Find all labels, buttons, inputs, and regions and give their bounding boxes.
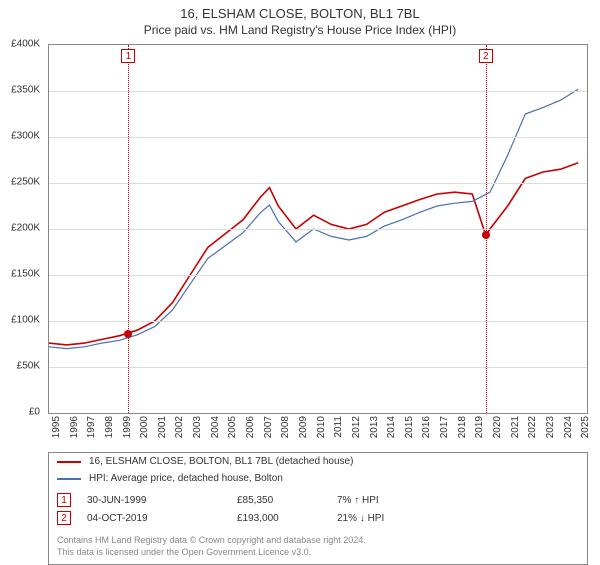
y-tick-label: £250K	[11, 177, 40, 188]
event-change: 21% ↓ HPI	[337, 513, 457, 524]
x-tick-label: 2009	[298, 416, 309, 438]
event-dot	[482, 231, 490, 239]
x-tick-label: 1995	[51, 416, 62, 438]
x-tick-label: 2011	[333, 416, 344, 438]
x-tick-label: 2014	[386, 416, 397, 438]
event-date: 30-JUN-1999	[87, 495, 237, 506]
legend-label-1: 16, ELSHAM CLOSE, BOLTON, BL1 7BL (detac…	[89, 456, 353, 467]
y-tick-label: £0	[29, 407, 40, 418]
legend-swatch-2	[57, 478, 81, 480]
grid-line	[49, 275, 587, 276]
y-tick-label: £350K	[11, 85, 40, 96]
x-tick-label: 2006	[245, 416, 256, 438]
event-line	[486, 45, 487, 413]
event-date: 04-OCT-2019	[87, 513, 237, 524]
y-axis: £0£50K£100K£150K£200K£250K£300K£350K£400…	[0, 44, 44, 414]
x-tick-label: 2013	[369, 416, 380, 438]
event-table-marker: 2	[57, 511, 71, 525]
plot-area: 12	[48, 44, 588, 414]
chart-container: 16, ELSHAM CLOSE, BOLTON, BL1 7BL Price …	[0, 0, 600, 560]
x-tick-label: 1998	[104, 416, 115, 438]
event-price: £85,350	[237, 495, 337, 506]
x-tick-label: 2020	[492, 416, 503, 438]
x-tick-label: 1996	[69, 416, 80, 438]
x-tick-label: 2002	[174, 416, 185, 438]
x-tick-label: 2005	[227, 416, 238, 438]
legend-row-2: HPI: Average price, detached house, Bolt…	[49, 470, 587, 487]
legend-swatch-1	[57, 461, 81, 463]
x-tick-label: 2025	[580, 416, 591, 438]
y-tick-label: £100K	[11, 315, 40, 326]
grid-line	[49, 367, 587, 368]
x-tick-label: 2007	[263, 416, 274, 438]
x-tick-label: 2010	[316, 416, 327, 438]
event-marker-box: 2	[479, 49, 493, 63]
footer-line-2: This data is licensed under the Open Gov…	[57, 547, 579, 559]
x-tick-label: 2015	[404, 416, 415, 438]
grid-line	[49, 183, 587, 184]
x-tick-label: 2018	[457, 416, 468, 438]
footer: Contains HM Land Registry data © Crown c…	[49, 531, 587, 564]
events-table: 1 30-JUN-1999£85,3507% ↑ HPI 2 04-OCT-2019£…	[49, 487, 587, 531]
x-tick-label: 2008	[280, 416, 291, 438]
x-tick-label: 2000	[139, 416, 150, 438]
event-dot	[124, 330, 132, 338]
legend-label-2: HPI: Average price, detached house, Bolt…	[89, 473, 283, 484]
grid-line	[49, 229, 587, 230]
x-tick-label: 2012	[351, 416, 362, 438]
x-tick-label: 2004	[210, 416, 221, 438]
x-tick-label: 2003	[192, 416, 203, 438]
x-tick-label: 2001	[157, 416, 168, 438]
x-tick-label: 2024	[563, 416, 574, 438]
x-tick-label: 2016	[421, 416, 432, 438]
grid-line	[49, 137, 587, 138]
event-line	[128, 45, 129, 413]
event-price: £193,000	[237, 513, 337, 524]
x-tick-label: 1997	[86, 416, 97, 438]
grid-line	[49, 321, 587, 322]
grid-line	[49, 91, 587, 92]
footer-line-1: Contains HM Land Registry data © Crown c…	[57, 535, 579, 547]
y-tick-label: £50K	[17, 361, 40, 372]
legend-row-1: 16, ELSHAM CLOSE, BOLTON, BL1 7BL (detac…	[49, 453, 587, 470]
y-tick-label: £200K	[11, 223, 40, 234]
y-tick-label: £150K	[11, 269, 40, 280]
title-main: 16, ELSHAM CLOSE, BOLTON, BL1 7BL	[0, 0, 600, 21]
x-tick-label: 2017	[439, 416, 450, 438]
x-tick-label: 2019	[474, 416, 485, 438]
event-table-marker: 1	[57, 493, 71, 507]
x-axis: 1995 1996 1997 1998 1999 2000 2001 2002 2003 2004…	[48, 416, 588, 448]
event-marker-box: 1	[121, 49, 135, 63]
x-tick-label: 2021	[510, 416, 521, 438]
legend-box: 16, ELSHAM CLOSE, BOLTON, BL1 7BL (detac…	[48, 452, 588, 565]
y-tick-label: £300K	[11, 131, 40, 142]
y-tick-label: £400K	[11, 39, 40, 50]
x-tick-label: 2022	[527, 416, 538, 438]
title-sub: Price paid vs. HM Land Registry's House …	[0, 21, 600, 41]
x-tick-label: 2023	[545, 416, 556, 438]
event-change: 7% ↑ HPI	[337, 495, 457, 506]
x-tick-label: 1999	[122, 416, 133, 438]
